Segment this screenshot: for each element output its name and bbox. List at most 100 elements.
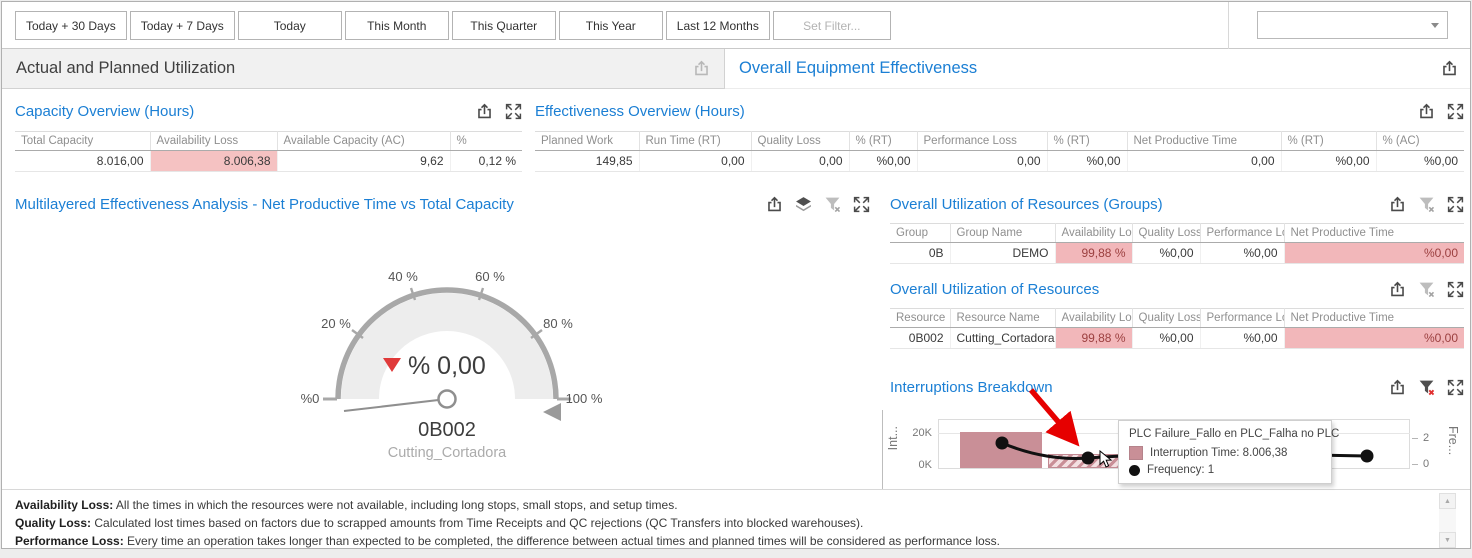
cell-planned-work: 149,85	[535, 150, 640, 172]
panel-overall-equipment-effectiveness: Overall Equipment Effectiveness	[725, 49, 1470, 89]
footnote-performance-loss: Performance Loss: Every time an operatio…	[15, 534, 1000, 548]
cell-available-capacity: 9,62	[277, 150, 451, 172]
groups-header-row: Group Group Name Availability Loss Quali…	[890, 223, 1464, 243]
button-last-12-months[interactable]: Last 12 Months	[665, 11, 770, 40]
layers-icon[interactable]	[795, 196, 812, 213]
cell-total-capacity: 8.016,00	[15, 150, 151, 172]
effectiveness-header-row: Planned Work Run Time (RT) Quality Loss …	[535, 131, 1464, 151]
panel-title-right: Overall Equipment Effectiveness	[739, 59, 978, 77]
scroll-up-button[interactable]: ▲	[1439, 493, 1456, 509]
export-icon[interactable]	[1389, 281, 1406, 298]
export-icon[interactable]	[1441, 60, 1458, 77]
effectiveness-overview-title: Effectiveness Overview (Hours)	[535, 102, 745, 120]
groups-utilization-actions	[1389, 196, 1464, 213]
interruption-time-swatch	[1129, 446, 1143, 460]
cell-resource-name: Cutting_Cortadora	[950, 327, 1056, 349]
gauge-chart: %0 20 % 40 % 60 % 80 % 100 % % 0,00 0B00…	[301, 269, 603, 461]
column-header: Group Name	[950, 223, 1056, 243]
interruptions-breakdown-header: Interruptions Breakdown	[890, 376, 1464, 398]
groups-utilization-header: Overall Utilization of Resources (Groups…	[890, 193, 1464, 215]
bar-interruption-1[interactable]	[960, 432, 1042, 468]
clear-filter-icon[interactable]	[1418, 281, 1435, 298]
gauge-tick-0: %0	[301, 391, 320, 406]
column-header: Quality Loss	[751, 131, 850, 151]
column-header: %	[450, 131, 522, 151]
date-range-buttons: Today + 30 Days Today + 7 Days Today Thi…	[15, 11, 891, 40]
toolbar-divider	[1228, 2, 1229, 49]
column-header: Quality Loss	[1132, 308, 1201, 328]
axis-tick-20k: 20K	[912, 427, 932, 439]
gauge-value: % 0,00	[408, 352, 486, 380]
export-icon[interactable]	[1389, 196, 1406, 213]
column-header: % (RT)	[1281, 131, 1377, 151]
cell-resource: 0B002	[890, 327, 951, 349]
cell-performance-loss: 0,00	[917, 150, 1048, 172]
gauge-tick-40: 40 %	[388, 269, 418, 284]
gauge-tick-60: 60 %	[475, 269, 505, 284]
clear-filter-icon[interactable]	[824, 196, 841, 213]
maximize-icon[interactable]	[505, 103, 522, 120]
column-header: Total Capacity	[15, 131, 151, 151]
period-dropdown[interactable]	[1257, 11, 1448, 39]
cell-net-productive-time: %0,00	[1284, 327, 1464, 349]
table-row[interactable]: 149,85 0,00 0,00 %0,00 0,00 %0,00 0,00 %…	[535, 150, 1464, 172]
maximize-icon[interactable]	[853, 196, 870, 213]
button-this-year[interactable]: This Year	[558, 11, 663, 40]
interruptions-y-axis-left-label: Int...	[886, 426, 900, 451]
resources-utilization-header: Overall Utilization of Resources	[890, 278, 1464, 300]
button-set-filter[interactable]: Set Filter...	[772, 11, 891, 40]
groups-utilization-title: Overall Utilization of Resources (Groups…	[890, 195, 1163, 213]
table-row[interactable]: 8.016,00 8.006,38 9,62 0,12 %	[15, 150, 522, 172]
effectiveness-overview-header: Effectiveness Overview (Hours)	[535, 100, 1464, 122]
gauge-tick-80: 80 %	[543, 316, 573, 331]
capacity-header-row: Total Capacity Availability Loss Availab…	[15, 131, 522, 151]
export-icon[interactable]	[1418, 103, 1435, 120]
button-today[interactable]: Today	[237, 11, 342, 40]
resources-utilization-title: Overall Utilization of Resources	[890, 280, 1100, 298]
cell-quality-loss: %0,00	[1132, 327, 1201, 349]
button-today-plus-7-days[interactable]: Today + 7 Days	[129, 11, 235, 40]
footnote-quality-loss: Quality Loss: Calculated lost times base…	[15, 516, 864, 530]
column-header: Performance Loss	[1200, 308, 1285, 328]
button-this-month[interactable]: This Month	[344, 11, 449, 40]
axis-tick-2: 2	[1423, 432, 1430, 444]
tooltip-frequency: Frequency: 1	[1147, 464, 1215, 476]
resources-header-row: Resource Resource Name Availability Loss…	[890, 308, 1464, 328]
column-header: % (RT)	[1047, 131, 1128, 151]
export-icon[interactable]	[476, 103, 493, 120]
maximize-icon[interactable]	[1447, 379, 1464, 396]
tooltip-title: PLC Failure_Fallo en PLC_Falha no PLC	[1129, 428, 1340, 440]
export-icon[interactable]	[693, 60, 710, 77]
toolbar: Today + 30 Days Today + 7 Days Today Thi…	[2, 2, 1470, 49]
groups-utilization-table: Group Group Name Availability Loss Quali…	[890, 223, 1464, 264]
column-header: Resource Name	[950, 308, 1056, 328]
clear-filter-icon[interactable]	[1418, 196, 1435, 213]
export-icon[interactable]	[766, 196, 783, 213]
export-icon[interactable]	[1389, 379, 1406, 396]
button-this-quarter[interactable]: This Quarter	[451, 11, 556, 40]
cell-performance-loss: %0,00	[1200, 327, 1285, 349]
column-header: Run Time (RT)	[639, 131, 752, 151]
table-row[interactable]: 0B002 Cutting_Cortadora 99,88 % %0,00 %0…	[890, 327, 1464, 349]
gauge-tick-20: 20 %	[321, 316, 351, 331]
column-header: Performance Loss	[1200, 223, 1285, 243]
maximize-icon[interactable]	[1447, 196, 1464, 213]
maximize-icon[interactable]	[1447, 281, 1464, 298]
effectiveness-overview-actions	[1418, 103, 1464, 120]
maximize-icon[interactable]	[1447, 103, 1464, 120]
column-header: Quality Loss	[1132, 223, 1201, 243]
axis-tick-0: 0	[1423, 458, 1430, 470]
cell-availability-loss: 99,88 %	[1055, 327, 1133, 349]
resources-utilization-table: Resource Resource Name Availability Loss…	[890, 308, 1464, 349]
axis-tick-0k: 0K	[918, 459, 932, 471]
cell-quality-loss: 0,00	[751, 150, 850, 172]
column-header: Resource	[890, 308, 951, 328]
clear-filter-active-icon[interactable]	[1418, 379, 1435, 396]
button-today-plus-30-days[interactable]: Today + 30 Days	[15, 11, 127, 40]
column-header: Availability Loss	[1055, 308, 1133, 328]
table-row[interactable]: 0B DEMO 99,88 % %0,00 %0,00 %0,00	[890, 242, 1464, 264]
footer-scrollbar[interactable]: ▲ ▼	[1439, 493, 1456, 548]
capacity-overview-title: Capacity Overview (Hours)	[15, 102, 195, 120]
scroll-down-button[interactable]: ▼	[1439, 532, 1456, 548]
